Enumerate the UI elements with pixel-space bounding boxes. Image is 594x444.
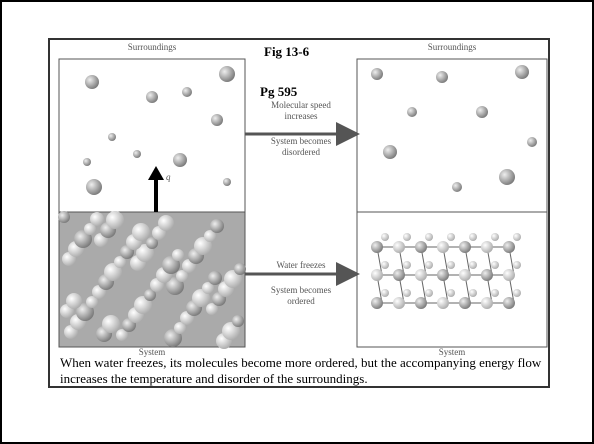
text-line: System becomes (245, 136, 357, 147)
page-label: Pg 595 (260, 84, 297, 100)
text-line: System becomes (245, 285, 357, 296)
text-line: increases (245, 111, 357, 122)
slide: Surroundings Surroundings Fig 13-6 Pg 59… (0, 0, 594, 444)
label: Surroundings (357, 42, 547, 52)
text-line: ordered (245, 296, 357, 307)
caption: When water freezes, its molecules become… (60, 355, 546, 387)
heat-label: q (166, 172, 171, 182)
fig-label: Fig 13-6 (264, 44, 309, 60)
text-line: Water freezes (245, 260, 357, 271)
label: Surroundings (59, 42, 245, 52)
text-line: disordered (245, 147, 357, 158)
text-line: Molecular speed (245, 100, 357, 111)
